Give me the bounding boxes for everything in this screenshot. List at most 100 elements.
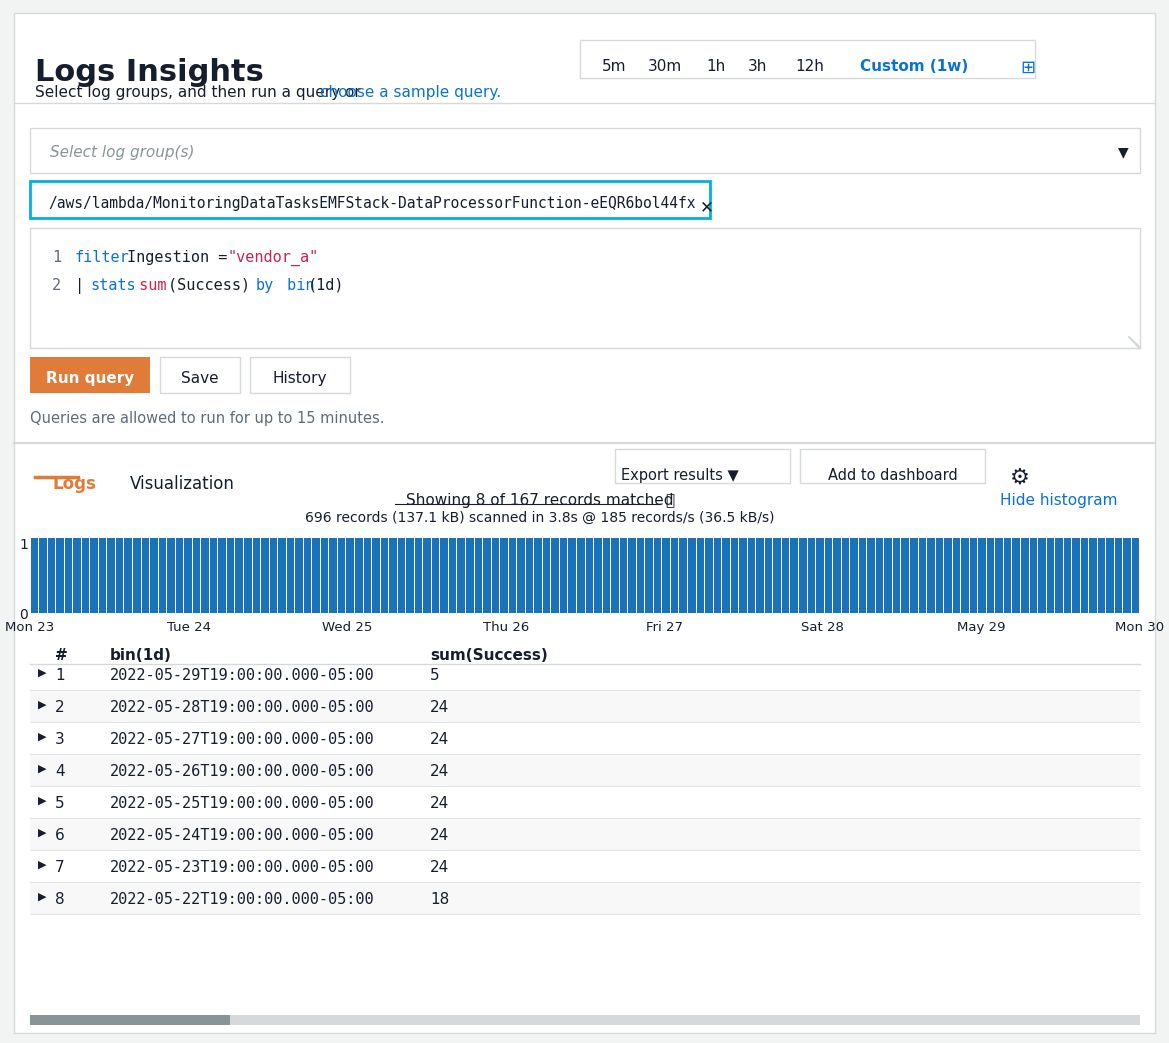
Bar <box>526 538 533 613</box>
Bar <box>637 538 644 613</box>
Bar <box>415 538 422 613</box>
Bar <box>30 786 1140 818</box>
Text: Thu 26: Thu 26 <box>483 621 528 634</box>
Bar <box>534 538 541 613</box>
Bar <box>978 538 985 613</box>
Bar <box>381 538 388 613</box>
Bar <box>250 357 350 393</box>
Text: Select log groups, and then run a query or: Select log groups, and then run a query … <box>35 84 366 100</box>
Bar <box>824 538 832 613</box>
Bar <box>611 538 618 613</box>
Bar <box>987 538 995 613</box>
Text: ▶: ▶ <box>39 765 47 774</box>
Bar <box>945 538 952 613</box>
Text: Add to dashboard: Add to dashboard <box>828 468 957 483</box>
Bar <box>663 538 670 613</box>
Text: ▼: ▼ <box>1118 145 1128 159</box>
Text: 24: 24 <box>430 796 449 811</box>
Bar <box>1012 538 1021 613</box>
Bar <box>30 538 39 613</box>
Bar <box>961 538 969 613</box>
Bar <box>449 538 456 613</box>
Bar <box>108 538 115 613</box>
Text: Logs: Logs <box>51 475 96 493</box>
Bar <box>876 538 884 613</box>
Text: 4: 4 <box>55 765 64 779</box>
Bar <box>842 538 849 613</box>
Bar <box>406 538 414 613</box>
Text: May 29: May 29 <box>957 621 1005 634</box>
Text: Ingestion =: Ingestion = <box>127 250 236 265</box>
Text: 0: 0 <box>19 608 28 622</box>
Bar <box>1080 538 1088 613</box>
Bar <box>689 538 696 613</box>
Bar <box>30 357 150 393</box>
Bar <box>261 538 269 613</box>
Bar <box>219 538 226 613</box>
Bar <box>602 538 610 613</box>
Bar <box>594 538 602 613</box>
Bar <box>953 538 960 613</box>
Bar <box>1123 538 1130 613</box>
Bar <box>278 538 285 613</box>
Bar <box>30 128 1140 173</box>
Bar <box>30 850 1140 882</box>
Bar <box>739 538 747 613</box>
Bar <box>653 538 662 613</box>
Bar <box>492 538 499 613</box>
Bar <box>615 448 790 483</box>
Text: ▶: ▶ <box>39 860 47 870</box>
Text: Run query: Run query <box>46 371 134 386</box>
Bar <box>227 538 235 613</box>
Bar <box>74 538 81 613</box>
Bar <box>30 690 1140 722</box>
Text: /aws/lambda/MonitoringDataTasksEMFStack-DataProcessorFunction-eEQR6bol44fx: /aws/lambda/MonitoringDataTasksEMFStack-… <box>48 196 696 211</box>
Text: Mon 30: Mon 30 <box>1115 621 1164 634</box>
Bar <box>466 538 473 613</box>
Bar <box>1115 538 1122 613</box>
Bar <box>30 181 710 218</box>
Text: 1: 1 <box>19 538 28 552</box>
Bar <box>1064 538 1071 613</box>
Text: 5: 5 <box>430 668 440 683</box>
Text: Fri 27: Fri 27 <box>645 621 683 634</box>
Text: 3h: 3h <box>748 59 767 74</box>
Text: 2022-05-26T19:00:00.000-05:00: 2022-05-26T19:00:00.000-05:00 <box>110 765 374 779</box>
Bar <box>542 538 551 613</box>
Bar <box>235 538 243 613</box>
Bar <box>893 538 900 613</box>
Bar <box>765 538 773 613</box>
Text: 24: 24 <box>430 828 449 843</box>
Text: ▶: ▶ <box>39 668 47 678</box>
Bar <box>201 538 209 613</box>
Text: 12h: 12h <box>795 59 824 74</box>
Bar <box>372 538 380 613</box>
Bar <box>927 538 934 613</box>
Bar <box>124 538 132 613</box>
Bar <box>389 538 396 613</box>
Bar <box>141 538 148 613</box>
Bar <box>30 754 1140 786</box>
Bar <box>30 1015 1140 1025</box>
Bar <box>457 538 465 613</box>
Bar <box>816 538 824 613</box>
Bar <box>884 538 892 613</box>
Bar <box>1132 538 1140 613</box>
Text: ⚙: ⚙ <box>1010 468 1030 488</box>
Bar <box>568 538 576 613</box>
Bar <box>722 538 729 613</box>
Bar <box>30 1015 230 1025</box>
Text: 7: 7 <box>55 860 64 875</box>
Bar <box>1098 538 1106 613</box>
Bar <box>500 538 507 613</box>
Bar <box>645 538 652 613</box>
Bar <box>909 538 918 613</box>
Text: Sat 28: Sat 28 <box>802 621 844 634</box>
Bar <box>705 538 713 613</box>
Bar <box>970 538 977 613</box>
Bar <box>756 538 763 613</box>
Text: choose a sample query.: choose a sample query. <box>320 84 502 100</box>
Text: Visualization: Visualization <box>130 475 235 493</box>
Bar <box>798 538 807 613</box>
Bar <box>441 538 448 613</box>
